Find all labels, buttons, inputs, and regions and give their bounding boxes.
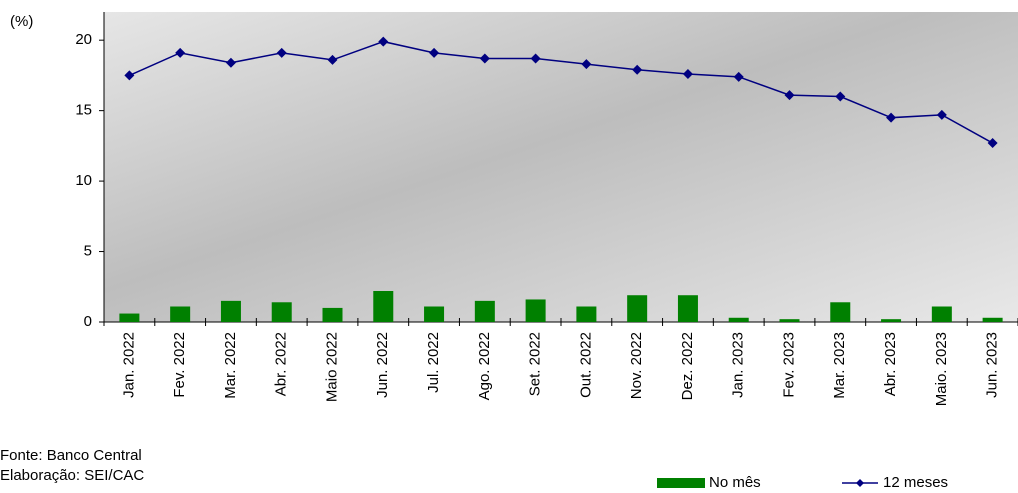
- bar: [576, 306, 597, 322]
- y-tick-label: 10: [75, 172, 92, 189]
- x-tick-label: Ago. 2022: [476, 332, 493, 400]
- line-marker: [429, 47, 440, 58]
- line-marker: [378, 36, 389, 47]
- bar: [424, 306, 445, 322]
- bar: [881, 319, 902, 322]
- line-marker: [479, 53, 490, 64]
- credit-note: Elaboração: SEI/CAC: [0, 467, 144, 484]
- legend-swatch-marker: [856, 479, 864, 487]
- bar: [474, 300, 495, 322]
- line-marker: [682, 69, 693, 79]
- bar: [931, 306, 952, 322]
- x-tick-label: Mar. 2023: [831, 332, 848, 399]
- x-tick-label: Fev. 2022: [171, 332, 188, 398]
- y-tick-label: 15: [75, 102, 92, 119]
- x-tick-label: Mar. 2022: [222, 332, 239, 399]
- x-tick-label: Dez. 2022: [679, 332, 696, 400]
- y-axis-label: (%): [10, 13, 33, 30]
- x-tick-label: Fev. 2023: [780, 332, 797, 398]
- line-marker: [835, 91, 846, 102]
- bar: [779, 319, 800, 322]
- line-marker: [175, 47, 186, 58]
- x-tick-label: Jun. 2023: [984, 332, 1001, 398]
- bar: [271, 302, 292, 322]
- bar: [728, 317, 749, 322]
- line-marker: [632, 64, 643, 75]
- x-tick-label: Abr. 2023: [882, 332, 899, 396]
- bar: [627, 295, 648, 322]
- bar: [119, 313, 140, 322]
- y-tick-label: 20: [75, 31, 92, 48]
- y-tick-label: 0: [84, 313, 92, 330]
- line-marker: [276, 47, 287, 58]
- x-tick-label: Jun. 2022: [374, 332, 391, 398]
- bar: [322, 307, 343, 322]
- x-tick-label: Maio. 2023: [933, 332, 950, 406]
- x-tick-label: Out. 2022: [577, 332, 594, 398]
- line-marker: [530, 53, 541, 64]
- line-marker: [784, 90, 795, 101]
- source-note: Fonte: Banco Central: [0, 447, 142, 464]
- line-marker: [936, 109, 947, 120]
- x-tick-label: Abr. 2022: [273, 332, 290, 396]
- line-marker: [327, 54, 338, 65]
- line-marker: [987, 138, 998, 149]
- line-marker: [225, 57, 236, 68]
- x-tick-label: Nov. 2022: [628, 332, 645, 399]
- bar: [170, 306, 191, 322]
- legend-label: No mês: [709, 474, 761, 491]
- x-tick-label: Maio 2022: [323, 332, 340, 402]
- bar: [982, 317, 1003, 322]
- bar: [373, 291, 394, 322]
- x-tick-label: Jul. 2022: [425, 332, 442, 393]
- bar: [220, 300, 241, 322]
- line-marker: [733, 71, 744, 82]
- x-tick-label: Jan. 2022: [120, 332, 137, 398]
- line-marker: [124, 70, 135, 81]
- y-tick-label: 5: [84, 243, 92, 260]
- bar: [830, 302, 851, 322]
- x-tick-label: Jan. 2023: [730, 332, 747, 398]
- bar: [525, 299, 546, 322]
- plot-area: [104, 12, 1018, 322]
- bar: [677, 295, 698, 322]
- x-tick-label: Set. 2022: [527, 332, 544, 396]
- line-marker: [581, 59, 592, 70]
- legend-swatch: [657, 478, 705, 488]
- line: [129, 40, 993, 144]
- legend-label: 12 meses: [883, 474, 948, 491]
- line-marker: [886, 112, 897, 123]
